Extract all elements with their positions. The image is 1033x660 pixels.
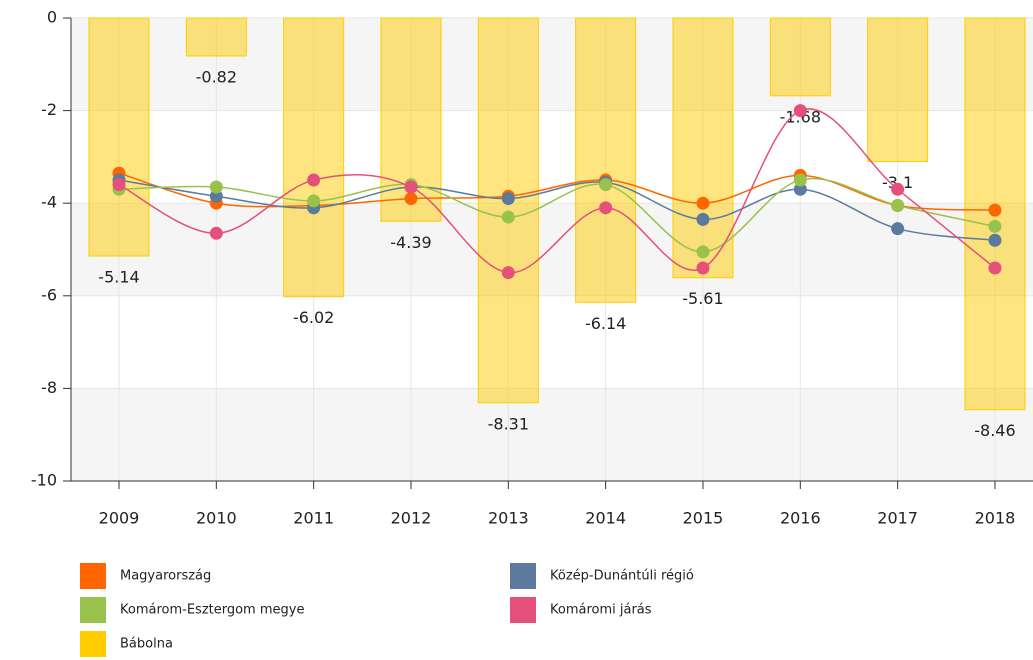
legend-label: Bábolna: [120, 637, 173, 652]
point: [793, 173, 807, 187]
bar: [88, 17, 150, 257]
point: [696, 196, 710, 210]
point: [209, 226, 223, 240]
point: [988, 233, 1002, 247]
legend-label: Magyarország: [120, 569, 211, 584]
x-tick-label: 2016: [780, 509, 821, 528]
x-tick-label: 2009: [99, 509, 140, 528]
x-tick-label: 2011: [293, 509, 334, 528]
grid-band: [71, 388, 1033, 481]
point: [307, 194, 321, 208]
line: [118, 108, 996, 274]
bar: [769, 17, 831, 97]
point: [793, 104, 807, 118]
point: [112, 178, 126, 192]
legend-swatch: [510, 563, 536, 589]
point: [404, 192, 418, 206]
y-tick-label: -6: [41, 285, 57, 304]
bar: [477, 17, 539, 404]
legend-swatch: [80, 563, 106, 589]
bar: [283, 17, 345, 298]
y-tick-label: -8: [41, 378, 57, 397]
data-label: -6.02: [293, 308, 334, 327]
bar: [867, 17, 929, 163]
x-tick-label: 2014: [585, 509, 626, 528]
point: [404, 180, 418, 194]
legend-label: Közép-Dunántúli régió: [550, 569, 694, 584]
point: [988, 203, 1002, 217]
data-label: -6.14: [585, 314, 626, 333]
point: [501, 266, 515, 280]
point: [501, 210, 515, 224]
data-label: -5.61: [682, 289, 723, 308]
x-tick-label: 2015: [683, 509, 724, 528]
line: [118, 172, 996, 211]
point: [696, 245, 710, 259]
data-label: -4.39: [390, 233, 431, 252]
legend-swatch: [80, 597, 106, 623]
data-label: -8.46: [974, 421, 1015, 440]
bar: [185, 17, 247, 57]
bar: [672, 17, 734, 279]
point: [793, 182, 807, 196]
y-tick-label: -4: [41, 193, 57, 212]
point: [696, 261, 710, 275]
point: [891, 222, 905, 236]
line: [118, 179, 996, 241]
legend-swatch: [510, 597, 536, 623]
x-tick-label: 2018: [975, 509, 1016, 528]
legend-swatch: [80, 631, 106, 657]
point: [891, 182, 905, 196]
point: [209, 180, 223, 194]
x-tick-label: 2012: [391, 509, 432, 528]
legend-label: Komáromi járás: [550, 603, 652, 618]
y-tick-label: -10: [31, 471, 57, 490]
y-tick-label: 0: [47, 8, 57, 27]
point: [696, 212, 710, 226]
grid-band: [71, 203, 1033, 296]
point: [988, 261, 1002, 275]
bar: [575, 17, 637, 303]
point: [988, 219, 1002, 233]
data-label: -0.82: [196, 67, 237, 86]
line: [118, 177, 996, 253]
data-label: -5.14: [98, 267, 139, 286]
point: [307, 173, 321, 187]
point: [891, 199, 905, 213]
legend-label: Komárom-Esztergom megye: [120, 603, 304, 618]
data-label: -3.1: [882, 173, 913, 192]
x-tick-label: 2010: [196, 509, 237, 528]
x-tick-label: 2013: [488, 509, 529, 528]
point: [599, 178, 613, 192]
data-label: -8.31: [488, 414, 529, 433]
point: [209, 189, 223, 203]
x-tick-label: 2017: [877, 509, 918, 528]
y-tick-label: -2: [41, 100, 57, 119]
point: [501, 192, 515, 206]
point: [599, 201, 613, 215]
